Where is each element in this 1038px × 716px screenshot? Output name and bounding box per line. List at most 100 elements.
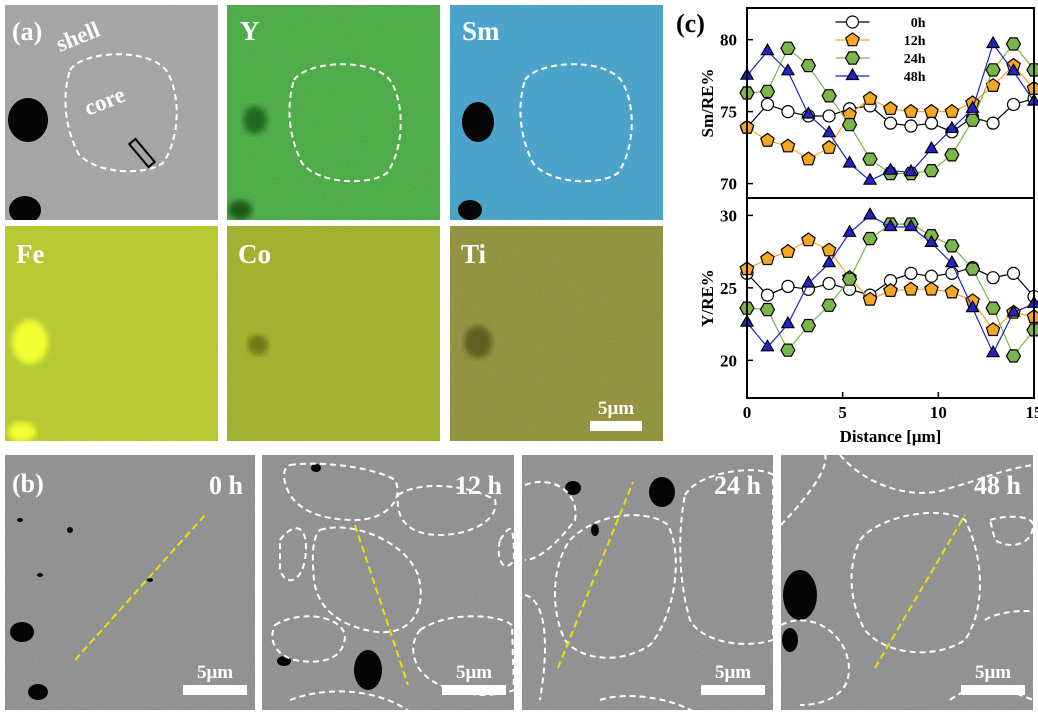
legend-label: 12h [904,34,926,49]
marker [841,272,858,286]
particle [458,200,482,220]
scale-bar [961,685,1025,695]
scan-line [354,524,409,686]
panel-label: (c) [676,9,705,38]
marker [800,318,817,333]
marker [985,322,1001,337]
marker [965,299,980,313]
scale-bar [442,685,506,695]
boundary [524,480,577,561]
marker [760,42,775,56]
marker [985,344,1001,358]
marker [924,234,939,247]
legend-label: 48h [904,70,926,85]
marker [821,242,837,257]
particle [464,326,492,358]
marker [944,239,960,253]
marker [1006,304,1021,317]
marker [924,281,939,296]
marker [1026,63,1038,77]
marker [800,58,817,73]
particle [649,477,675,507]
marker [780,343,796,357]
boundary [288,63,402,183]
marker [781,279,795,294]
label: (a) [12,17,42,46]
marker [985,35,1001,49]
label: (b) [12,469,44,498]
marker [801,232,816,247]
legend-label: 0h [911,16,926,31]
label: Sm [462,16,500,46]
x-tick-label: 15 [1026,403,1038,422]
micrograph-noise [262,455,514,710]
particle [8,98,48,142]
marker [821,139,837,154]
marker [986,116,1000,130]
particle [277,656,291,666]
marker [780,243,796,258]
particle [228,200,252,220]
marker [822,109,836,123]
micrograph-noise [5,455,255,710]
marker [760,288,775,302]
y-tick-label: 80 [720,31,737,50]
particle [462,102,494,142]
marker [780,138,796,153]
particle [565,481,581,495]
label: Fe [16,239,44,269]
micrograph [5,226,218,441]
marker [923,164,940,178]
marker [924,116,939,130]
particle [591,524,599,536]
label: Co [238,239,271,269]
marker [760,251,775,266]
boundary [271,615,347,663]
boundary [599,694,693,710]
particle [12,320,48,364]
marker [821,124,837,138]
boundary [524,594,546,701]
label: Y [240,16,260,46]
marker [821,254,837,268]
legend-marker [845,32,860,47]
micrograph [5,5,218,220]
label: 12 h [455,471,503,500]
marker [862,152,878,166]
boundary [396,485,497,537]
micrograph [450,226,663,441]
micrograph [262,455,514,710]
boundary [497,527,514,568]
marker [964,113,981,127]
label: 24 h [714,471,762,500]
marker [1006,63,1021,76]
boundary [839,455,1033,494]
marker [924,103,939,118]
scan-line [874,514,966,669]
y-tick-label: 30 [720,206,737,225]
label: 5μm [975,662,1011,683]
marker [964,262,981,276]
particle [17,518,23,522]
marker [801,106,816,119]
scale-bar [590,421,642,431]
boundary [850,511,981,654]
marker [985,301,1001,315]
micrograph-noise [227,226,440,441]
particle [354,650,382,690]
y-axis-label: Sm/RE% [698,69,717,138]
marker [862,172,878,185]
y-tick-label: 75 [720,103,737,122]
particle [9,196,41,220]
micrograph [227,226,440,441]
x-tick-label: 10 [930,403,947,422]
marker [760,132,775,147]
plot-frame [746,197,1035,399]
particle [243,106,267,134]
label: Ti [461,239,487,269]
marker [883,116,898,130]
marker [780,41,796,56]
marker [822,276,836,291]
marker [883,218,898,232]
